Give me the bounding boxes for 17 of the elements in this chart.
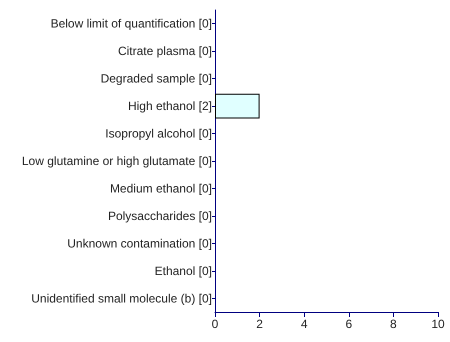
y-tick-label: High ethanol [2] [128, 99, 212, 114]
y-tick-label: Degraded sample [0] [100, 72, 212, 86]
y-tick-label: Polysaccharides [0] [108, 208, 212, 223]
x-tick-label: 4 [300, 317, 308, 331]
x-tick-label: 8 [390, 317, 398, 331]
y-tick-label: Isopropyl alcohol [0] [105, 126, 212, 141]
y-tick-label: Ethanol [0] [154, 264, 212, 278]
y-tick-label: Medium ethanol [0] [110, 181, 212, 196]
y-tick-label: Low glutamine or high glutamate [0] [22, 154, 212, 168]
y-tick-label: Unknown contamination [0] [67, 236, 212, 250]
x-tick-label: 10 [431, 317, 445, 331]
x-tick-label: 0 [212, 317, 219, 331]
y-tick-label: Citrate plasma [0] [118, 44, 212, 58]
y-tick-label: Unidentified small molecule (b) [0] [31, 291, 212, 306]
x-tick-label: 6 [345, 317, 352, 331]
y-tick-label: Below limit of quantification [0] [50, 16, 212, 31]
x-tick-label: 2 [256, 317, 264, 331]
